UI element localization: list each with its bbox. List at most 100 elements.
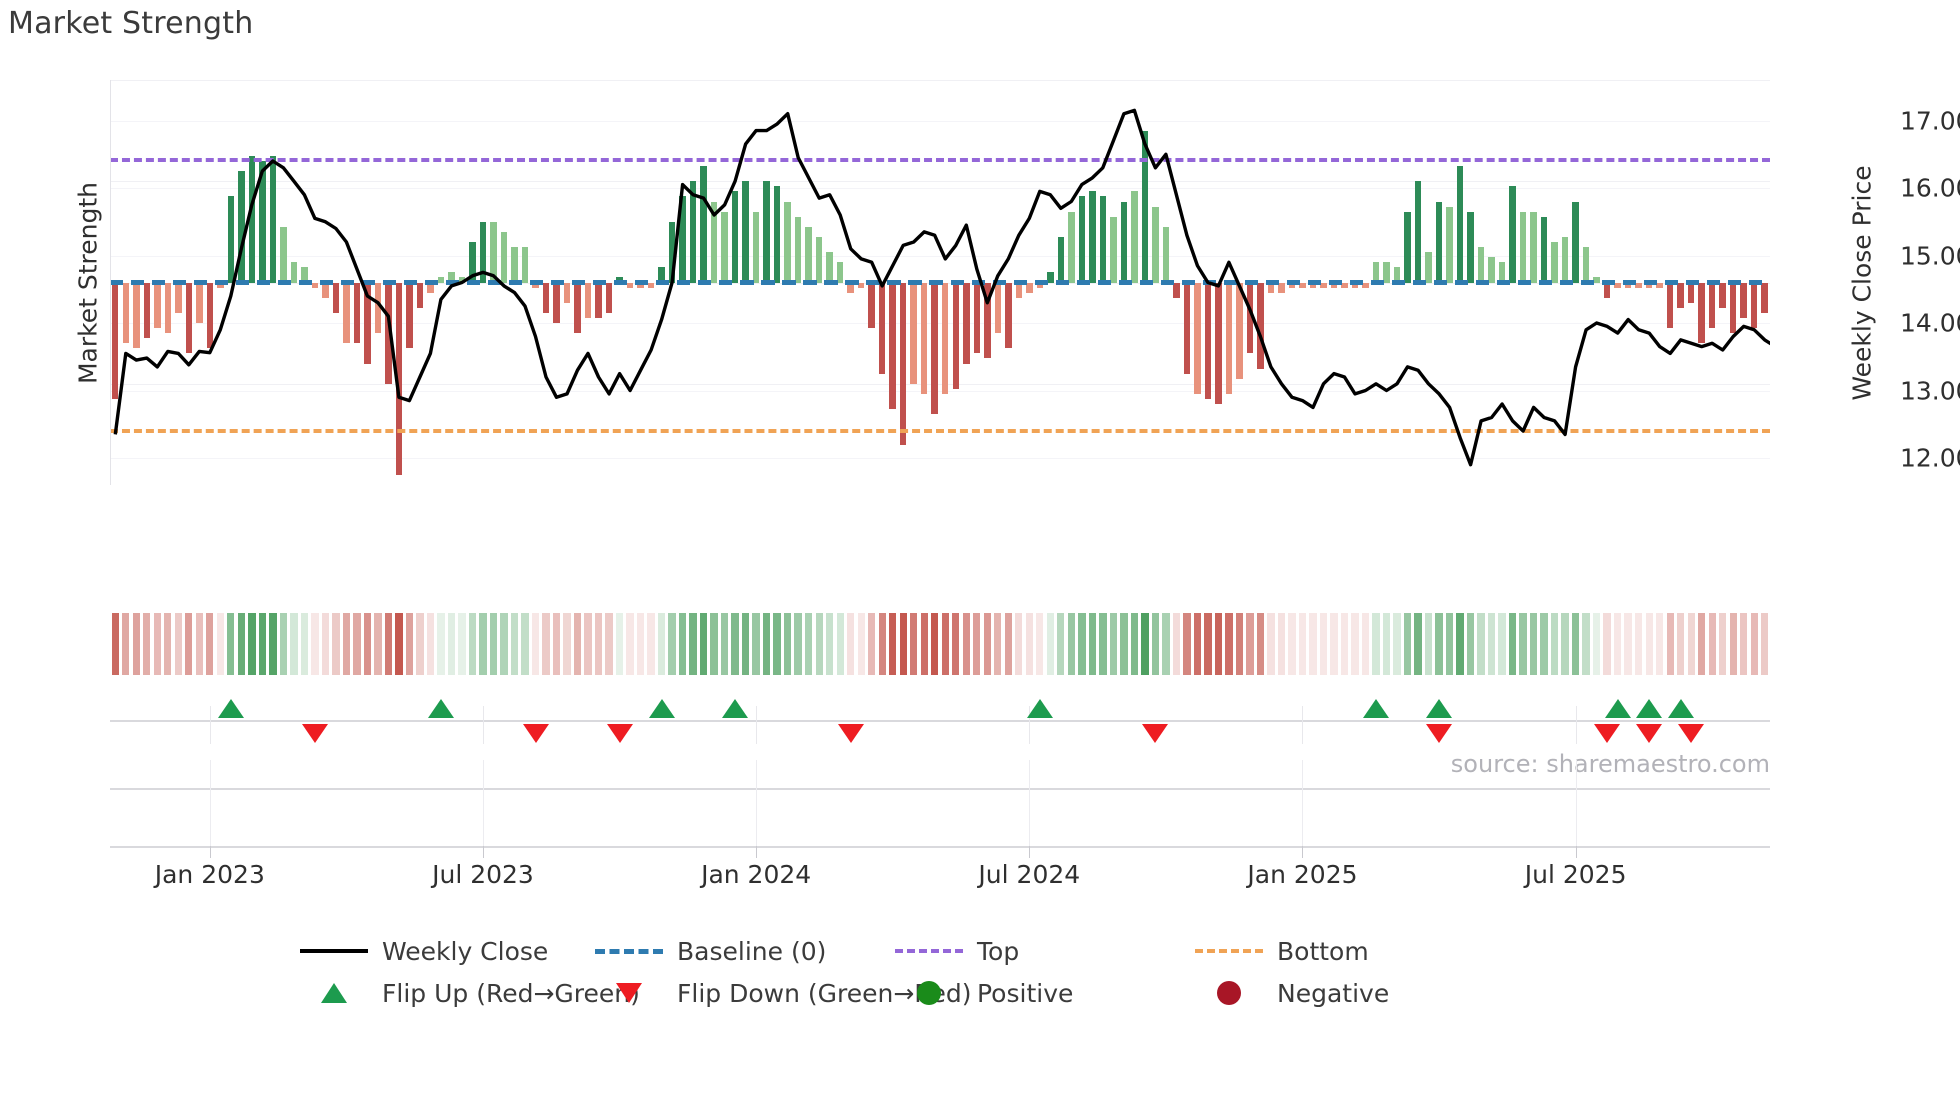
flip-down-marker[interactable] [1594,724,1621,743]
heatmap-cell [1708,613,1716,675]
heatmap-cell [1183,613,1191,675]
heatmap-cell [594,613,603,675]
flip-up-marker[interactable] [722,699,749,718]
flip-down-marker[interactable] [1142,724,1169,743]
strength-bar [868,282,875,329]
strength-bar [1267,282,1275,293]
baseline-dash [1517,279,1531,285]
legend-item-label: Top [977,936,1020,966]
strength-bar [1761,282,1768,313]
heatmap-cell [1088,613,1096,675]
gridline [110,80,1770,81]
heatmap-cell [1288,613,1296,675]
flip-axis-tick [1575,706,1577,744]
legend-item[interactable]: Positive [895,972,1073,1014]
legend-item[interactable]: Negative [1195,972,1389,1014]
strength-bar [1026,282,1033,293]
strength-bar [111,282,119,399]
flip-up-marker[interactable] [1667,699,1694,718]
flip-down-marker[interactable] [1678,724,1705,743]
heatmap-cell [1634,613,1643,675]
heatmap-cell [1529,613,1538,675]
heatmap-cell [668,613,676,675]
heatmap-cell [731,613,739,675]
strength-bar [1719,282,1726,308]
heatmap-cell [1046,613,1054,675]
flip-up-marker[interactable] [1026,699,1053,718]
strength-bar [1677,282,1684,308]
heatmap-cell [615,613,624,675]
strength-bar [1572,201,1579,283]
x-axis-tick-label: Jul 2023 [432,860,534,889]
heatmap-cell [111,613,119,675]
heatmap-cell [1256,613,1265,675]
heatmap-cell [1120,613,1128,675]
heatmap-cell [836,613,844,675]
y-axis-right-tick-label: 13.00 [1900,376,1960,405]
y-axis-line [110,80,111,485]
gridline-right [110,323,1770,324]
flip-down-marker[interactable] [837,724,864,743]
baseline-dash [719,279,733,285]
strength-bar [185,282,193,354]
flip-down-marker[interactable] [1636,724,1663,743]
baseline-dash [887,279,901,285]
flip-up-marker[interactable] [217,699,244,718]
legend-item-label: Bottom [1277,936,1369,966]
heatmap-cell [437,613,445,675]
heatmap-cell [1246,613,1254,675]
baseline-dash [845,279,859,285]
strength-bar [448,272,455,283]
strength-bar [1257,282,1264,369]
legend-item[interactable]: Flip Up (Red→Green) [300,972,640,1014]
strength-bar [595,282,602,318]
flip-up-marker[interactable] [1426,699,1453,718]
strength-bar [332,282,340,313]
flip-up-marker[interactable] [1604,699,1631,718]
heatmap-cell [857,613,865,675]
strength-bar [1372,262,1380,283]
strength-bar [1152,206,1159,283]
flip-down-marker[interactable] [301,724,328,743]
flip-down-marker[interactable] [522,724,549,743]
strength-bar [1099,196,1107,283]
strength-bar [574,282,581,334]
heatmap-cell [1403,613,1412,675]
flip-axis-tick [209,706,211,744]
flip-down-marker[interactable] [606,724,633,743]
baseline-dash [782,279,796,285]
baseline-dash [1265,279,1279,285]
strength-bar [206,282,214,349]
strength-bar [637,282,644,288]
strength-bar [668,221,676,283]
flip-down-marker[interactable] [1426,724,1453,743]
heatmap-cell [636,613,645,675]
heatmap-cell [258,613,266,675]
heatmap-cell [878,613,886,675]
strength-bar [784,201,791,283]
flip-up-marker[interactable] [648,699,675,718]
flip-up-marker[interactable] [1636,699,1663,718]
legend-item[interactable]: Weekly Close [300,930,548,972]
heatmap-cell [1645,613,1653,675]
heatmap-cell [1445,613,1454,675]
flip-up-marker[interactable] [427,699,454,718]
strength-bar [763,181,770,283]
swatch-glyph [321,983,347,1003]
heatmap-cell [206,613,214,675]
strength-bar [1309,282,1317,288]
legend-item[interactable]: Top [895,930,1019,972]
heatmap-cell [1656,613,1664,675]
strength-bar [1435,201,1443,283]
legend-item[interactable]: Bottom [1195,930,1369,972]
strength-bar [416,282,424,308]
baseline-dash [635,279,649,285]
baseline-dash [173,279,187,285]
heatmap-cell [1015,613,1023,675]
gridline [110,181,1770,183]
flip-up-marker[interactable] [1363,699,1389,718]
legend-item[interactable]: Baseline (0) [595,930,826,972]
heatmap-cell [552,613,561,675]
heatmap-cell [122,613,130,675]
heatmap-cell [710,613,718,675]
